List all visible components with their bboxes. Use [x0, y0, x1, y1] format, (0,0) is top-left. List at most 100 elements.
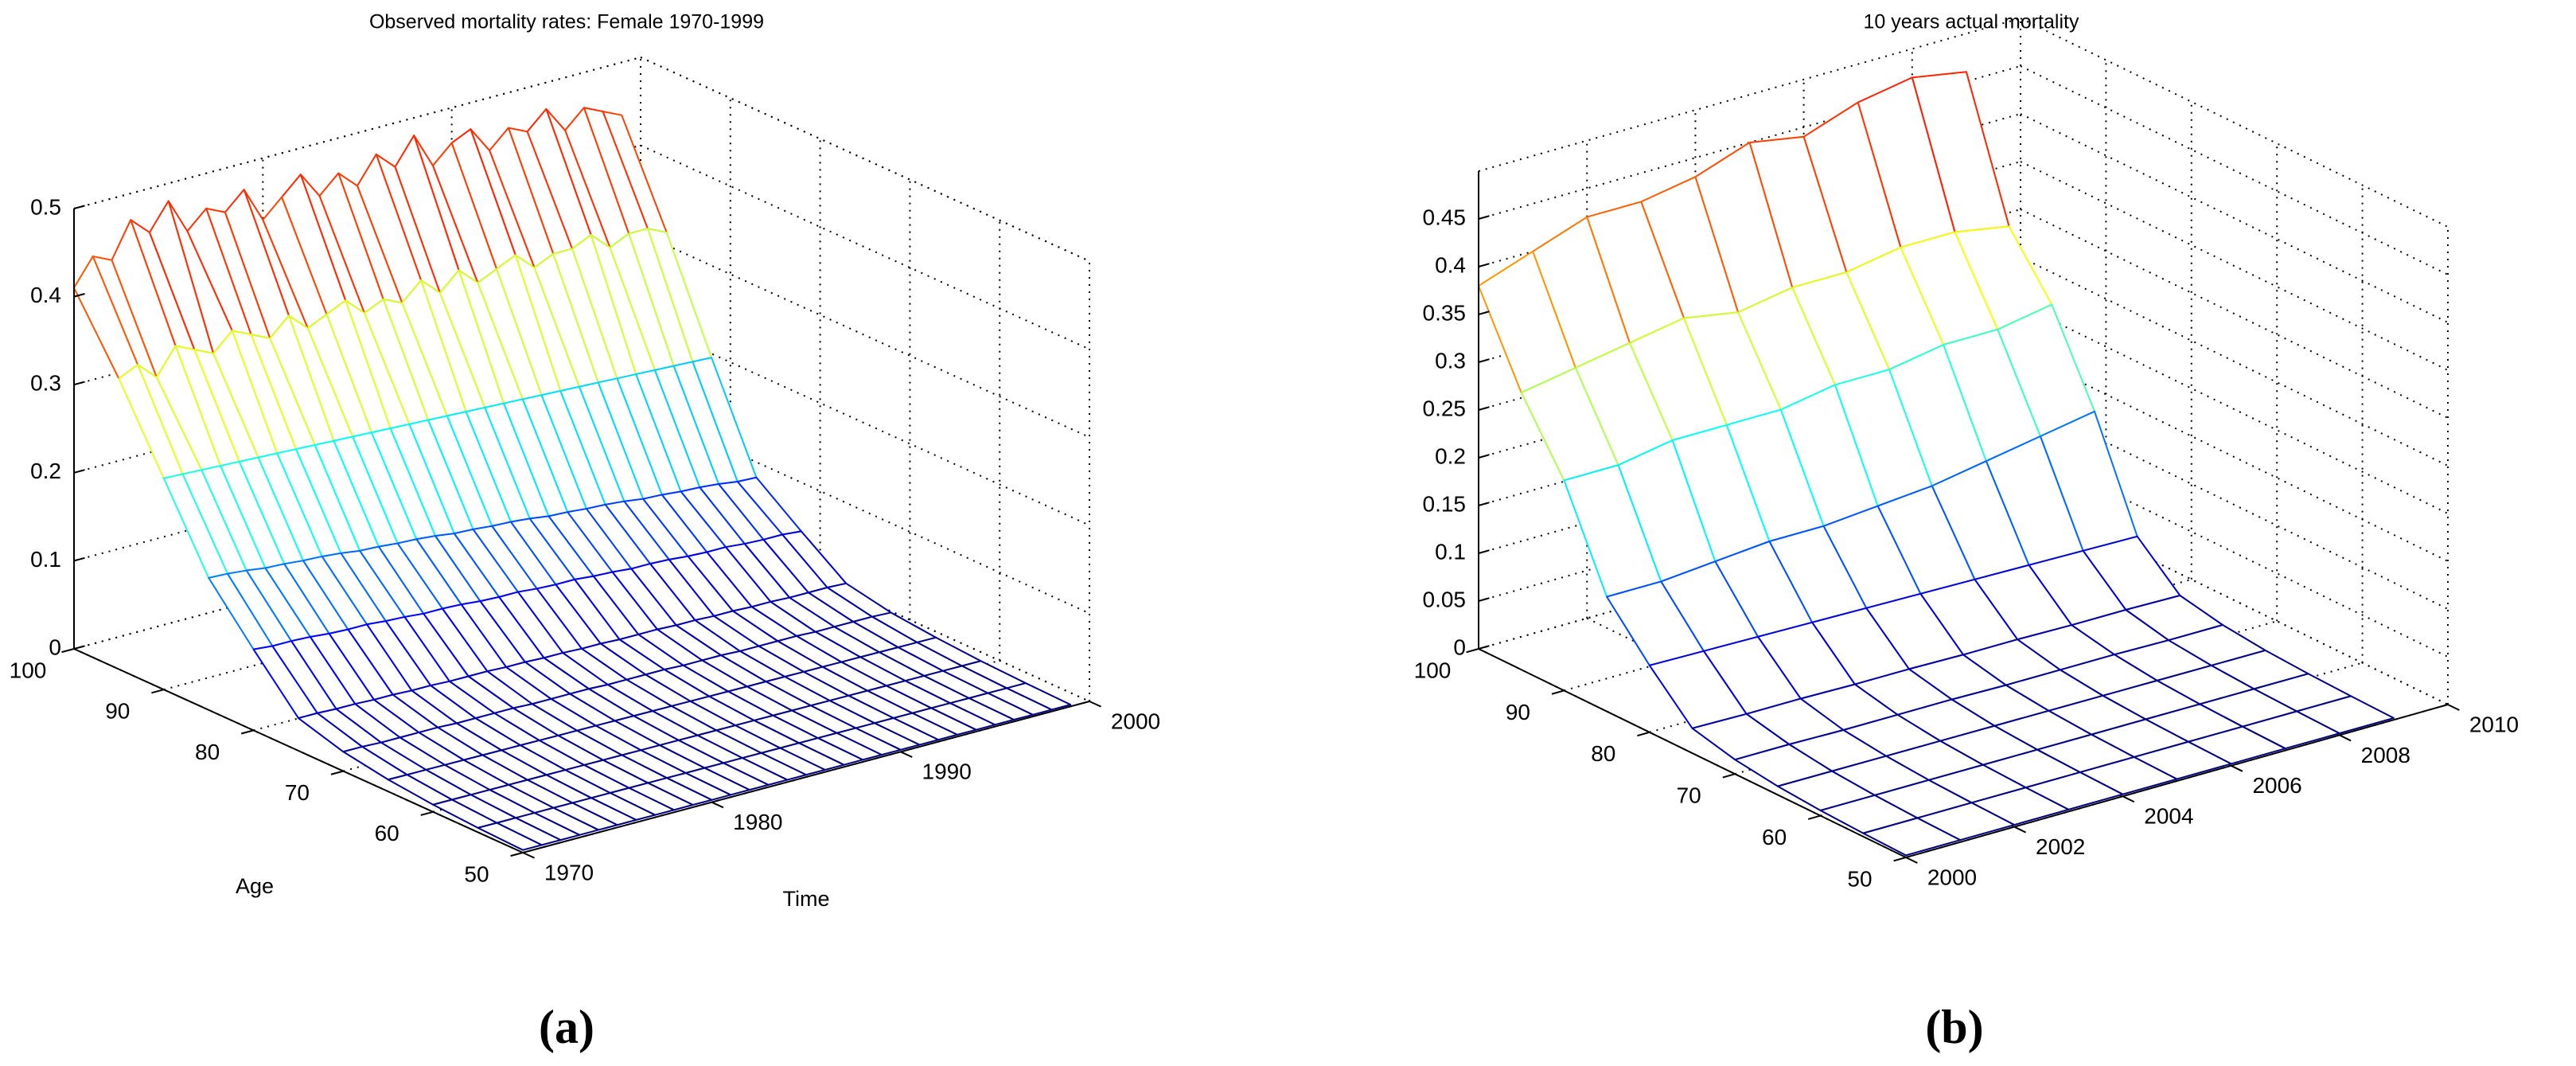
z-tick [1478, 406, 1490, 411]
z-tick [1478, 454, 1490, 459]
x-tick-label: 2006 [2252, 773, 2301, 798]
box-edge [2020, 18, 2449, 228]
y-tick [61, 648, 75, 654]
panel-label: (a) [539, 1001, 594, 1053]
z-tick-label: 0.15 [1423, 491, 1467, 516]
z-tick-label: 0.2 [30, 459, 61, 483]
y-tick-label: 50 [464, 861, 489, 886]
y-tick [1637, 731, 1650, 737]
z-tick-label: 0 [49, 635, 61, 659]
z-tick [73, 205, 85, 209]
y-tick [151, 689, 165, 694]
grid-line [640, 144, 1090, 350]
z-tick-label: 0.1 [30, 547, 61, 572]
panel-label: (b) [1925, 1001, 1983, 1053]
x-tick-label: 2004 [2144, 804, 2193, 829]
y-tick-label: 100 [10, 658, 47, 682]
grid-line [1478, 495, 2021, 650]
grid-line [2020, 352, 2449, 562]
x-tick [2339, 734, 2352, 742]
y-tick [1807, 814, 1821, 820]
y-tick-label: 70 [1677, 783, 1701, 808]
surface-cell [477, 822, 543, 851]
z-tick-label: 0.4 [1435, 252, 1466, 277]
y-tick [420, 810, 434, 816]
x-tick [2447, 704, 2460, 711]
x-tick [1905, 857, 1918, 864]
z-tick [73, 645, 85, 650]
y-tick [240, 729, 254, 735]
box-edge [1478, 18, 2021, 172]
grid-line [2020, 256, 2449, 467]
z-tick [73, 556, 85, 562]
z-tick [1478, 263, 1490, 267]
grid-line [2020, 65, 2449, 275]
z-tick-label: 0.4 [30, 283, 61, 307]
y-tick [1551, 689, 1565, 695]
grid-line [2020, 304, 2449, 514]
z-tick [1478, 502, 1490, 506]
z-tick-label: 0.35 [1423, 300, 1467, 325]
y-axis [73, 648, 524, 853]
x-tick-label: 1970 [544, 860, 594, 884]
z-tick [73, 293, 85, 298]
x-tick-label: 2010 [2469, 712, 2519, 736]
y-tick [510, 852, 524, 857]
panel: 0 0.1 0.2 0.3 0.4 0.5 50 60 70 80 90 100 1970 1980 199… [10, 11, 1161, 1053]
x-tick [2231, 764, 2243, 772]
x-tick-label: 1990 [922, 759, 972, 784]
y-tick-label: 100 [1414, 658, 1452, 682]
z-tick-label: 0.3 [30, 371, 61, 396]
z-tick-label: 0.45 [1423, 205, 1467, 229]
surface-cell [1862, 817, 1962, 857]
grid-line [2020, 161, 2449, 371]
x-tick [1089, 701, 1101, 708]
z-tick [1478, 358, 1490, 363]
x-tick [522, 852, 535, 859]
y-tick-label: 90 [1506, 700, 1530, 724]
grid-line [1478, 400, 2021, 554]
x-tick [2013, 826, 2027, 834]
x-tick [711, 801, 724, 809]
grid-line [2020, 209, 2449, 419]
x-axis [522, 701, 1090, 853]
y-tick [1466, 648, 1479, 654]
x-tick-label: 2008 [2361, 743, 2410, 767]
y-tick [330, 770, 344, 775]
z-tick-label: 0.1 [1435, 539, 1466, 564]
grid-line [640, 57, 1090, 262]
box-edge [640, 57, 1090, 262]
x-tick-label: 2000 [1927, 865, 1977, 889]
grid-line [1478, 447, 2021, 602]
grid-line [2020, 113, 2449, 323]
x-tick-label: 2000 [1111, 709, 1160, 733]
z-tick [73, 381, 85, 386]
y-tick-label: 80 [1591, 741, 1615, 766]
chart-title: 10 years actual mortality [1864, 11, 2079, 33]
y-tick-label: 60 [375, 821, 399, 845]
y-tick-label: 60 [1762, 825, 1787, 849]
x-axis [1905, 704, 2449, 858]
y-axis [1478, 648, 1907, 858]
chart-title: Observed mortality rates: Female 1970-19… [369, 11, 764, 33]
y-tick-label: 80 [195, 740, 220, 764]
x-tick-label: 2002 [2036, 834, 2085, 859]
x-tick [2122, 795, 2135, 803]
z-tick [1478, 215, 1490, 220]
z-tick [73, 469, 85, 474]
z-tick-label: 0.25 [1423, 396, 1467, 420]
x-tick [900, 751, 913, 758]
z-tick [1478, 549, 1490, 554]
y-tick [1893, 857, 1907, 862]
y-tick-label: 50 [1847, 866, 1872, 891]
z-tick-label: 0.5 [30, 194, 61, 219]
y-tick [1722, 773, 1736, 779]
y-axis-label: Age [236, 874, 274, 898]
y-tick-label: 70 [285, 780, 310, 805]
z-tick-label: 0.05 [1423, 587, 1467, 611]
z-tick [1478, 597, 1490, 602]
grid-line [1478, 65, 2021, 220]
panel: 0 0.05 0.1 0.15 0.2 0.25 0.3 0.35 0.4 0.45 50 60 70 8… [1414, 11, 2519, 1053]
y-tick-label: 90 [105, 699, 130, 724]
